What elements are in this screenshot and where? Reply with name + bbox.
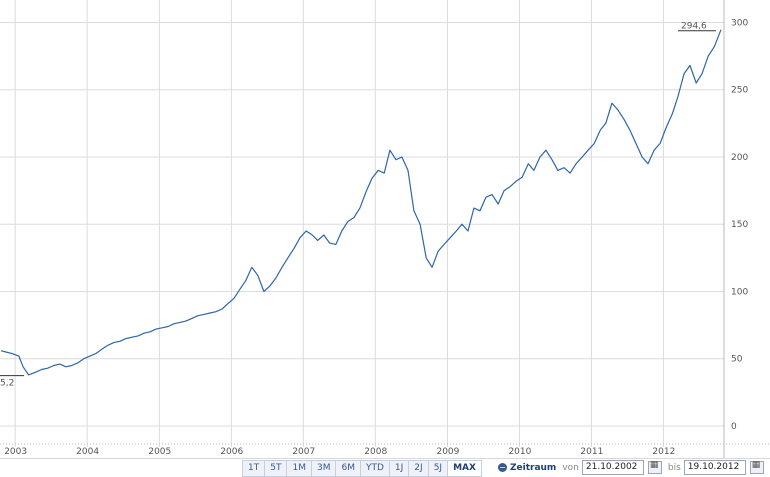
y-tick-label: 0 bbox=[731, 422, 737, 432]
from-label: von bbox=[562, 462, 579, 473]
range-button-max[interactable]: MAX bbox=[447, 460, 482, 477]
range-button-5t[interactable]: 5T bbox=[264, 460, 288, 477]
x-tick-label: 2008 bbox=[364, 447, 387, 457]
chart-toolbar: 1T 5T 1M 3M 6M YTD 1J 2J 5J MAX − Zeitra… bbox=[0, 458, 770, 477]
x-tick-label: 2004 bbox=[76, 447, 99, 457]
to-date-field[interactable]: 19.10.2012 bbox=[683, 460, 746, 475]
range-button-ytd[interactable]: YTD bbox=[359, 460, 390, 477]
y-tick-label: 250 bbox=[731, 86, 748, 96]
price-chart: 0 50 100 150 200 250 300 2003 2004 2005 2006 2007 20… bbox=[0, 0, 770, 458]
y-tick-label: 150 bbox=[731, 220, 748, 230]
y-tick-label: 200 bbox=[731, 153, 748, 163]
x-tick-label: 2007 bbox=[292, 447, 315, 457]
calendar-icon[interactable] bbox=[647, 460, 662, 474]
x-tick-label: 2003 bbox=[4, 447, 27, 457]
zeitraum-toggle[interactable]: Zeitraum bbox=[510, 462, 557, 473]
range-buttons: 1T 5T 1M 3M 6M YTD 1J 2J 5J MAX bbox=[242, 460, 482, 477]
calendar-icon[interactable] bbox=[749, 460, 764, 474]
zeitraum-panel: − Zeitraum von 21.10.2002 bis 19.10.2012 bbox=[498, 460, 764, 475]
price-line bbox=[0, 29, 722, 376]
range-button-6m[interactable]: 6M bbox=[335, 460, 361, 477]
range-button-3m[interactable]: 3M bbox=[310, 460, 337, 477]
range-button-1t[interactable]: 1T bbox=[242, 460, 266, 477]
range-button-1j[interactable]: 1J bbox=[388, 460, 410, 477]
range-button-2j[interactable]: 2J bbox=[408, 460, 429, 477]
first-value-label: 5,2 bbox=[0, 379, 14, 389]
from-date-field[interactable]: 21.10.2002 bbox=[581, 460, 644, 475]
x-tick-label: 2006 bbox=[220, 447, 243, 457]
range-button-1m[interactable]: 1M bbox=[286, 460, 312, 477]
to-label: bis bbox=[667, 462, 681, 473]
x-tick-label: 2012 bbox=[652, 447, 675, 457]
x-tick-label: 2009 bbox=[436, 447, 459, 457]
y-tick-label: 300 bbox=[731, 18, 748, 28]
last-value-label: 294,6 bbox=[681, 22, 707, 32]
y-tick-label: 50 bbox=[731, 355, 743, 365]
range-button-5j[interactable]: 5J bbox=[427, 460, 449, 477]
y-tick-label: 100 bbox=[731, 287, 748, 297]
x-tick-label: 2011 bbox=[580, 447, 603, 457]
x-tick-label: 2010 bbox=[508, 447, 531, 457]
minus-circle-icon[interactable]: − bbox=[498, 463, 507, 472]
x-tick-label: 2005 bbox=[148, 447, 171, 457]
